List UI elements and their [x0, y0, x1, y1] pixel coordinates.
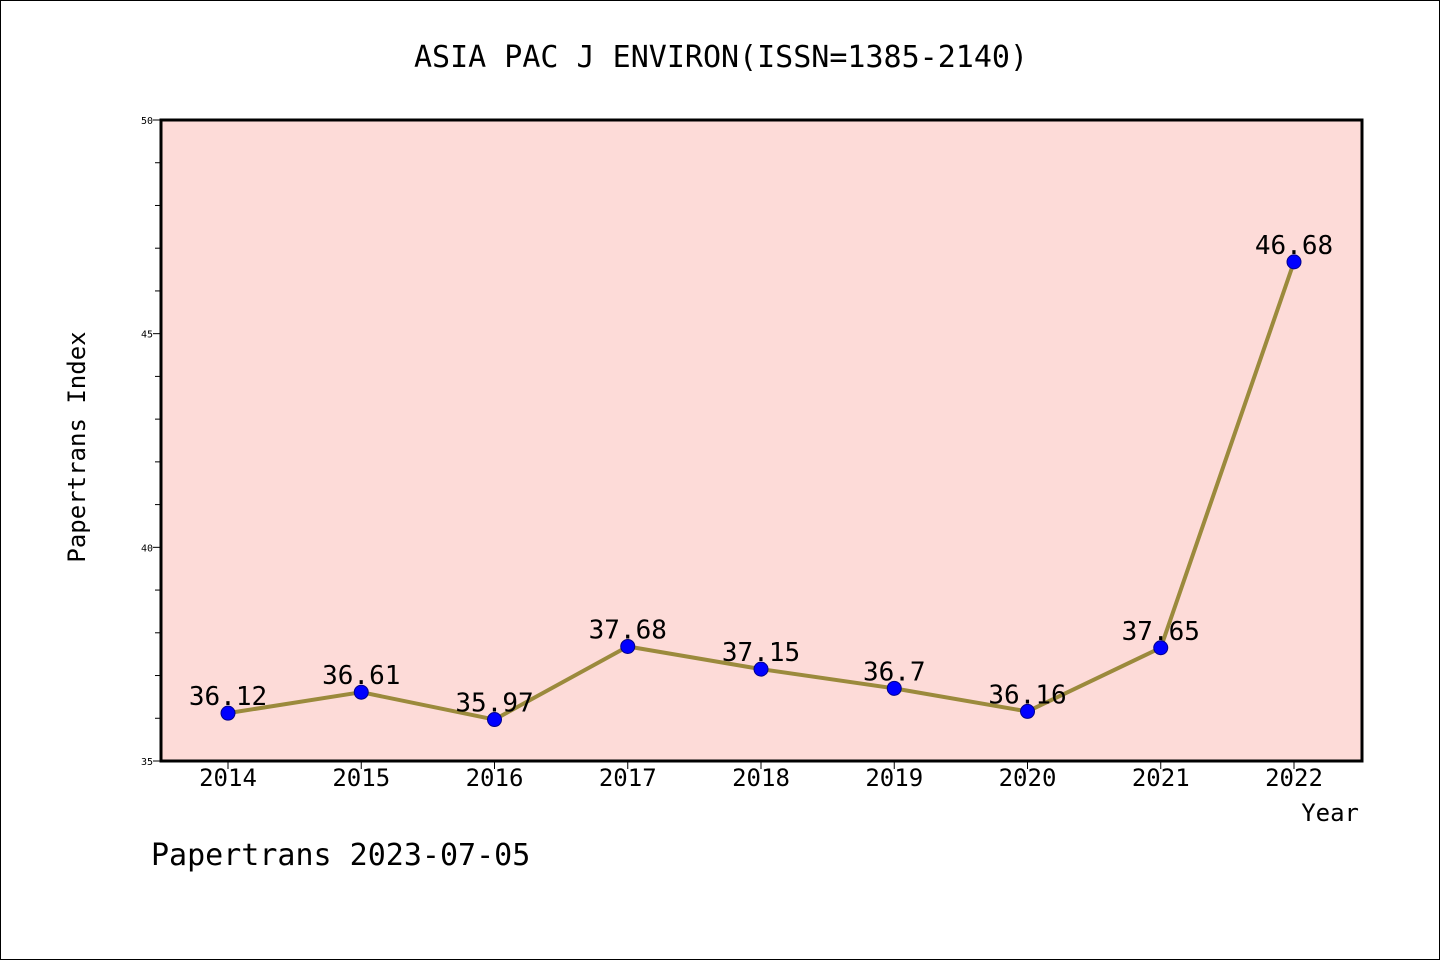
x-axis-ticks: 2014 2015 2016 2017 2018 2019 2020 2021 2022 — [199, 761, 1323, 792]
x-tick-label: 2021 — [1132, 764, 1190, 792]
data-label-2022: 46.68 — [1255, 231, 1333, 261]
x-tick-label: 2014 — [199, 764, 257, 792]
data-point-2018 — [753, 661, 769, 677]
x-tick-label: 2018 — [732, 764, 790, 792]
x-tick-label: 2015 — [332, 764, 390, 792]
footer-text: Papertrans 2023-07-05 — [151, 838, 530, 873]
data-label-2014: 36.12 — [189, 682, 267, 712]
data-label-2016: 35.97 — [455, 689, 533, 719]
x-tick-label: 2016 — [466, 764, 524, 792]
data-labels: 36.12 36.61 35.97 37.68 37.15 36.7 36.16 37.65 4… — [189, 231, 1333, 719]
data-point-2016 — [487, 712, 502, 728]
chart-title: ASIA PAC J ENVIRON(ISSN=1385-2140) — [414, 40, 1028, 75]
y-tick-label: 50 — [141, 116, 153, 127]
x-tick-label: 2020 — [999, 764, 1057, 792]
data-label-2021: 37.65 — [1122, 617, 1200, 647]
data-label-2019: 36.7 — [863, 657, 926, 687]
y-tick-label: 35 — [141, 757, 153, 768]
x-tick-label: 2019 — [865, 764, 923, 792]
y-tick-label: 45 — [141, 330, 153, 341]
data-point-2017 — [620, 638, 636, 654]
data-label-2018: 37.15 — [722, 638, 800, 668]
x-tick-label: 2017 — [599, 764, 657, 792]
y-tick-label: 40 — [141, 543, 153, 554]
data-point-2020 — [1020, 703, 1035, 719]
data-point-2021 — [1153, 640, 1169, 656]
y-axis-label: Papertrans Index — [63, 331, 91, 562]
data-label-2020: 36.16 — [988, 680, 1066, 710]
data-point-2015 — [353, 684, 369, 700]
data-label-2015: 36.61 — [322, 661, 400, 691]
data-point-2019 — [886, 680, 902, 696]
data-point-2022 — [1286, 254, 1302, 270]
x-axis-label: Year — [1301, 799, 1359, 827]
x-tick-label: 2022 — [1265, 764, 1323, 792]
y-axis-ticks: 35 40 45 50 — [141, 116, 161, 768]
data-label-2017: 37.68 — [589, 615, 667, 645]
data-markers — [220, 254, 1302, 728]
data-point-2014 — [220, 705, 236, 721]
